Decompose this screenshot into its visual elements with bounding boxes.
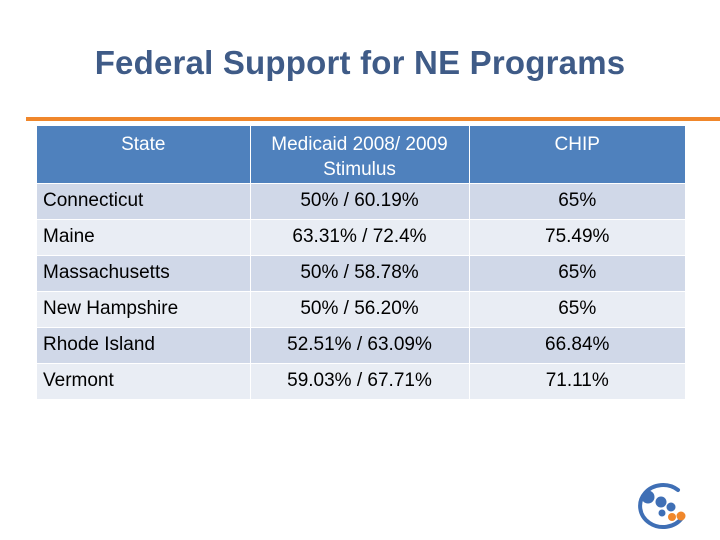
medicaid-cell: 50% / 56.20% [250,290,470,327]
table-row: Maine 63.31% / 72.4% 75.49% [37,218,685,255]
state-cell: Connecticut [37,182,251,219]
table-header-row: State Medicaid 2008/ 2009 Stimulus CHIP [37,126,685,183]
medicaid-cell: 63.31% / 72.4% [250,218,470,255]
dots-circle-logo-icon [638,483,686,529]
table-row: New Hampshire 50% / 56.20% 65% [37,290,685,327]
slide-title: Federal Support for NE Programs [94,44,626,81]
state-cell: Massachusetts [37,254,251,291]
medicaid-cell: 50% / 58.78% [250,254,470,291]
state-cell: Vermont [37,362,251,399]
chip-cell: 65% [469,254,685,291]
chip-cell: 65% [469,290,685,327]
state-cell: New Hampshire [37,290,251,327]
header-chip: CHIP [469,126,685,183]
state-cell: Maine [37,218,251,255]
chip-cell: 65% [469,182,685,219]
state-cell: Rhode Island [37,326,251,363]
table-row: Rhode Island 52.51% / 63.09% 66.84% [37,326,685,363]
table-row: Vermont 59.03% / 67.71% 71.11% [37,362,685,399]
table-row: Connecticut 50% / 60.19% 65% [37,182,685,219]
chip-cell: 71.11% [469,362,685,399]
table-row: Massachusetts 50% / 58.78% 65% [37,254,685,291]
medicaid-cell: 50% / 60.19% [250,182,470,219]
medicaid-cell: 52.51% / 63.09% [250,326,470,363]
chip-cell: 75.49% [469,218,685,255]
header-medicaid: Medicaid 2008/ 2009 Stimulus [250,126,470,183]
header-state: State [37,126,251,183]
title-divider [26,117,720,121]
programs-table: State Medicaid 2008/ 2009 Stimulus CHIP … [37,126,685,399]
medicaid-cell: 59.03% / 67.71% [250,362,470,399]
chip-cell: 66.84% [469,326,685,363]
